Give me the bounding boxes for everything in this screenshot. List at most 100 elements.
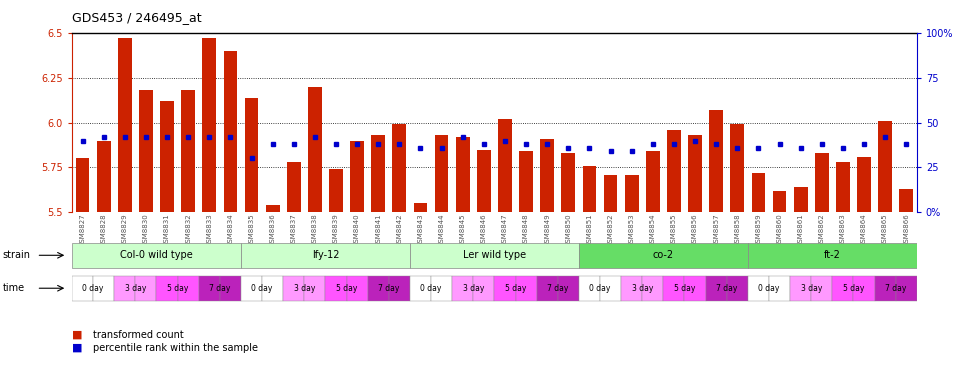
Bar bbox=[900, 189, 913, 212]
Text: percentile rank within the sample: percentile rank within the sample bbox=[93, 343, 258, 353]
Text: 5 day: 5 day bbox=[167, 284, 188, 293]
Bar bbox=[241, 243, 410, 268]
Bar bbox=[456, 137, 469, 212]
Bar bbox=[646, 151, 660, 212]
Bar bbox=[604, 175, 617, 212]
Text: 3 day: 3 day bbox=[463, 284, 484, 293]
Bar bbox=[769, 276, 790, 300]
Bar bbox=[389, 276, 410, 300]
Bar bbox=[600, 276, 621, 300]
Bar bbox=[494, 276, 516, 300]
Bar bbox=[97, 141, 110, 212]
Bar bbox=[583, 166, 596, 212]
Text: 0 day: 0 day bbox=[420, 284, 442, 293]
Bar bbox=[896, 276, 917, 300]
Bar bbox=[579, 276, 600, 300]
Bar bbox=[811, 276, 832, 300]
Bar bbox=[368, 276, 389, 300]
Bar bbox=[139, 90, 153, 212]
Text: 3 day: 3 day bbox=[125, 284, 146, 293]
Bar bbox=[878, 121, 892, 212]
Bar bbox=[372, 135, 385, 212]
Bar bbox=[516, 276, 537, 300]
Text: transformed count: transformed count bbox=[93, 330, 184, 340]
Bar bbox=[773, 191, 786, 212]
Bar bbox=[642, 276, 663, 300]
Text: ■: ■ bbox=[72, 343, 83, 353]
Bar bbox=[114, 276, 135, 300]
Bar bbox=[283, 276, 304, 300]
Bar bbox=[815, 153, 828, 212]
Text: 7 day: 7 day bbox=[547, 284, 568, 293]
Text: Ler wild type: Ler wild type bbox=[463, 250, 526, 260]
Bar bbox=[262, 276, 283, 300]
Bar bbox=[350, 141, 364, 212]
Text: 5 day: 5 day bbox=[843, 284, 864, 293]
Bar bbox=[519, 151, 533, 212]
Bar bbox=[836, 162, 850, 212]
Bar bbox=[477, 150, 491, 212]
Text: GDS453 / 246495_at: GDS453 / 246495_at bbox=[72, 11, 202, 24]
Text: time: time bbox=[3, 283, 25, 293]
Bar bbox=[625, 175, 638, 212]
Bar bbox=[875, 276, 896, 300]
Bar bbox=[794, 187, 807, 212]
Text: 7 day: 7 day bbox=[716, 284, 737, 293]
Bar bbox=[393, 124, 406, 212]
Bar bbox=[473, 276, 494, 300]
Bar bbox=[199, 276, 220, 300]
Bar bbox=[731, 124, 744, 212]
Text: ■: ■ bbox=[72, 330, 83, 340]
Text: 0 day: 0 day bbox=[83, 284, 104, 293]
Bar bbox=[203, 38, 216, 212]
Text: 5 day: 5 day bbox=[674, 284, 695, 293]
Bar bbox=[558, 276, 579, 300]
Text: ft-2: ft-2 bbox=[824, 250, 841, 260]
Bar bbox=[663, 276, 684, 300]
Bar bbox=[579, 243, 748, 268]
Bar bbox=[709, 110, 723, 212]
Bar bbox=[266, 205, 279, 212]
Bar bbox=[135, 276, 156, 300]
Text: 5 day: 5 day bbox=[505, 284, 526, 293]
Bar bbox=[498, 119, 512, 212]
Text: 3 day: 3 day bbox=[632, 284, 653, 293]
Bar bbox=[287, 162, 300, 212]
Bar bbox=[220, 276, 241, 300]
Bar bbox=[621, 276, 642, 300]
Bar bbox=[562, 153, 575, 212]
Bar bbox=[410, 243, 579, 268]
Bar bbox=[325, 276, 347, 300]
Bar bbox=[308, 87, 322, 212]
Bar bbox=[181, 90, 195, 212]
Bar bbox=[667, 130, 681, 212]
Bar bbox=[72, 243, 241, 268]
Bar bbox=[452, 276, 473, 300]
Bar bbox=[684, 276, 706, 300]
Bar bbox=[706, 276, 727, 300]
Bar bbox=[414, 203, 427, 212]
Bar bbox=[727, 276, 748, 300]
Bar bbox=[431, 276, 452, 300]
Text: Col-0 wild type: Col-0 wild type bbox=[120, 250, 193, 260]
Bar bbox=[160, 101, 174, 212]
Text: strain: strain bbox=[3, 250, 31, 260]
Text: 3 day: 3 day bbox=[801, 284, 822, 293]
Bar bbox=[72, 276, 93, 300]
Bar bbox=[540, 139, 554, 212]
Bar bbox=[178, 276, 199, 300]
Text: lfy-12: lfy-12 bbox=[312, 250, 339, 260]
Bar bbox=[853, 276, 875, 300]
Bar bbox=[832, 276, 853, 300]
Text: 7 day: 7 day bbox=[378, 284, 399, 293]
Bar bbox=[224, 51, 237, 212]
Text: 7 day: 7 day bbox=[209, 284, 230, 293]
Bar bbox=[748, 276, 769, 300]
Bar bbox=[156, 276, 178, 300]
Bar bbox=[435, 135, 448, 212]
Bar bbox=[76, 158, 89, 212]
Bar bbox=[537, 276, 558, 300]
Bar bbox=[245, 97, 258, 212]
Text: 3 day: 3 day bbox=[294, 284, 315, 293]
Text: 7 day: 7 day bbox=[885, 284, 906, 293]
